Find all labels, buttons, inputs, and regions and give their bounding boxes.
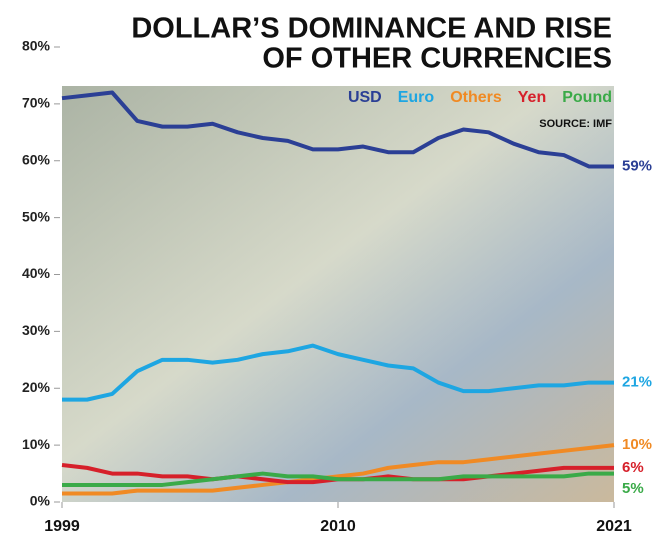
chart-subtitle: OF OTHER CURRENCIES <box>262 43 612 75</box>
value-label: 6% <box>622 459 644 476</box>
y-tick-label: 40% <box>22 265 51 281</box>
y-tick-label: 20% <box>22 379 51 395</box>
y-tick-label: 70% <box>22 95 51 111</box>
source: SOURCE: IMF <box>539 118 612 130</box>
value-label: 10% <box>622 436 652 453</box>
y-tick-label: 50% <box>22 208 51 224</box>
y-tick-label: 30% <box>22 322 51 338</box>
value-label: 5% <box>622 480 644 497</box>
y-tick-label: 0% <box>30 493 51 509</box>
legend-entry: Euro <box>398 89 435 106</box>
value-label: 21% <box>622 374 652 391</box>
x-tick-label: 1999 <box>44 518 80 535</box>
x-tick-label: 2010 <box>320 518 356 535</box>
y-tick-label: 80% <box>22 38 51 54</box>
chart: DOLLAR’S DOMINANCE AND RISE OF OTHER CUR… <box>0 0 656 544</box>
legend-entry: Pound <box>562 89 612 106</box>
y-tick-label: 60% <box>22 151 51 167</box>
value-label: 59% <box>622 157 652 174</box>
legend-entry: USD <box>348 89 382 106</box>
legend-entry: Yen <box>518 89 546 106</box>
legend-entry: Others <box>450 89 502 106</box>
y-tick-label: 10% <box>22 436 51 452</box>
x-tick-label: 2021 <box>596 518 632 535</box>
chart-title: DOLLAR’S DOMINANCE AND RISE <box>131 13 612 45</box>
